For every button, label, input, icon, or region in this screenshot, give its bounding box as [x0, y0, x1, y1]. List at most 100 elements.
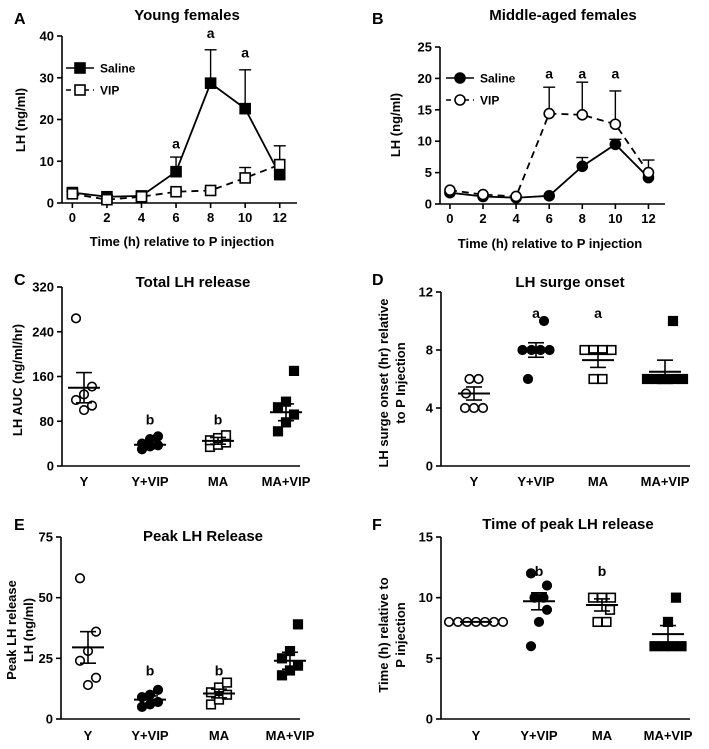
data-point: [477, 402, 489, 414]
y-axis-label: LH (ng/ml): [13, 88, 28, 152]
y-tick-label: 12: [419, 285, 433, 300]
data-point: [170, 185, 182, 198]
data-point: [609, 118, 622, 131]
y-tick-label: 15: [419, 530, 433, 545]
y-tick-label: 10: [419, 590, 433, 605]
x-axis-label: Time (h) relative to P injection: [458, 236, 643, 251]
data-point: [668, 373, 680, 385]
x-tick-label: 10: [238, 210, 252, 225]
panel-label: E: [14, 517, 25, 534]
y-tick-label: 240: [32, 324, 54, 339]
data-point: [220, 430, 232, 441]
significance-letter: a: [172, 136, 180, 152]
significance-letter: b: [214, 412, 223, 428]
group-ma-plus-vip: [641, 315, 689, 385]
significance-letter: b: [598, 563, 607, 579]
panel-label: B: [372, 11, 384, 28]
series-vip: [444, 81, 655, 203]
significance-letter: a: [532, 305, 540, 321]
panel-label: F: [372, 517, 382, 534]
data-point: [541, 580, 553, 591]
significance-letter: a: [611, 65, 619, 81]
y-tick-label: 4: [426, 401, 434, 416]
data-point: [676, 641, 687, 652]
y-axis-label-line: LH (ng/ml): [21, 598, 36, 662]
significance-letter: b: [146, 412, 155, 428]
data-point: [587, 592, 599, 603]
chart-title: Middle-aged females: [489, 7, 637, 24]
data-point: [468, 402, 480, 414]
y-tick-label: 15: [418, 102, 432, 117]
data-point: [538, 315, 550, 327]
data-point: [276, 653, 288, 664]
data-point: [221, 677, 233, 688]
y-tick-label: 25: [418, 40, 432, 55]
data-point: [642, 166, 655, 179]
x-tick-label: 6: [546, 211, 553, 226]
y-tick-label: 0: [47, 459, 54, 474]
panel-e: E Peak LH Release 0 25 50 75 Peak LH release LH…: [4, 517, 315, 743]
x-tick-label: Y: [80, 474, 89, 489]
data-point: [543, 190, 555, 202]
data-point: [601, 616, 612, 628]
data-point: [597, 373, 608, 385]
data-point: [677, 373, 689, 385]
data-point: [588, 373, 599, 385]
y-tick-label: 75: [39, 530, 53, 545]
data-point: [609, 138, 622, 151]
panel-c: C Total LH release 0 80 160 240 320 LH AUC (ng/…: [10, 272, 311, 489]
x-axis-label: Time (h) relative to P injection: [90, 234, 275, 249]
chart-title: Young females: [134, 7, 240, 24]
legend-marker: [454, 72, 466, 84]
y-axis-label-line: Peak LH release: [4, 580, 19, 680]
y-axis-label-line: P injection: [393, 602, 408, 668]
data-point: [101, 193, 113, 206]
data-point: [70, 313, 82, 324]
data-point: [522, 373, 534, 385]
data-point: [239, 172, 251, 184]
legend-marker: [74, 84, 86, 96]
chart-title: Total LH release: [136, 274, 251, 291]
x-tick-label: 4: [138, 210, 146, 225]
y-tick-label: 80: [40, 414, 54, 429]
group-ma-plus-vip: [649, 592, 687, 652]
y-tick-label: 20: [40, 112, 54, 127]
data-point: [204, 77, 217, 89]
y-tick-label: 8: [426, 343, 433, 358]
x-tick-label: MA+VIP: [641, 474, 690, 489]
group-ma-plus-vip: [274, 619, 306, 681]
data-point: [650, 373, 662, 385]
chart-title: Time of peak LH release: [482, 516, 653, 533]
y-tick-label: 5: [426, 651, 433, 666]
x-tick-label: 0: [446, 211, 453, 226]
significance-letter: b: [146, 662, 155, 678]
data-point: [272, 426, 284, 437]
data-point: [459, 402, 471, 414]
x-tick-label: 0: [69, 210, 76, 225]
x-tick-label: MA+VIP: [644, 728, 693, 743]
y-tick-label: 0: [426, 712, 433, 727]
y-tick-label: 50: [39, 590, 53, 605]
group-ma: a: [579, 305, 617, 385]
data-point: [497, 616, 509, 628]
panel-label: D: [372, 272, 384, 289]
y-tick-label: 0: [47, 196, 54, 211]
data-point: [82, 679, 94, 691]
x-tick-label: 10: [608, 211, 622, 226]
data-point: [473, 373, 484, 385]
data-point: [74, 573, 86, 584]
legend-marker: [74, 62, 86, 74]
data-point: [525, 568, 537, 579]
x-tick-label: 6: [172, 210, 179, 225]
x-tick-label: Y+VIP: [520, 728, 558, 743]
data-point: [443, 616, 455, 628]
legend-label: Saline: [480, 72, 516, 86]
data-point: [170, 165, 182, 178]
x-tick-label: Y: [470, 474, 479, 489]
data-point: [444, 184, 456, 196]
data-point: [592, 616, 603, 628]
data-point: [152, 684, 164, 695]
data-point: [576, 109, 589, 121]
